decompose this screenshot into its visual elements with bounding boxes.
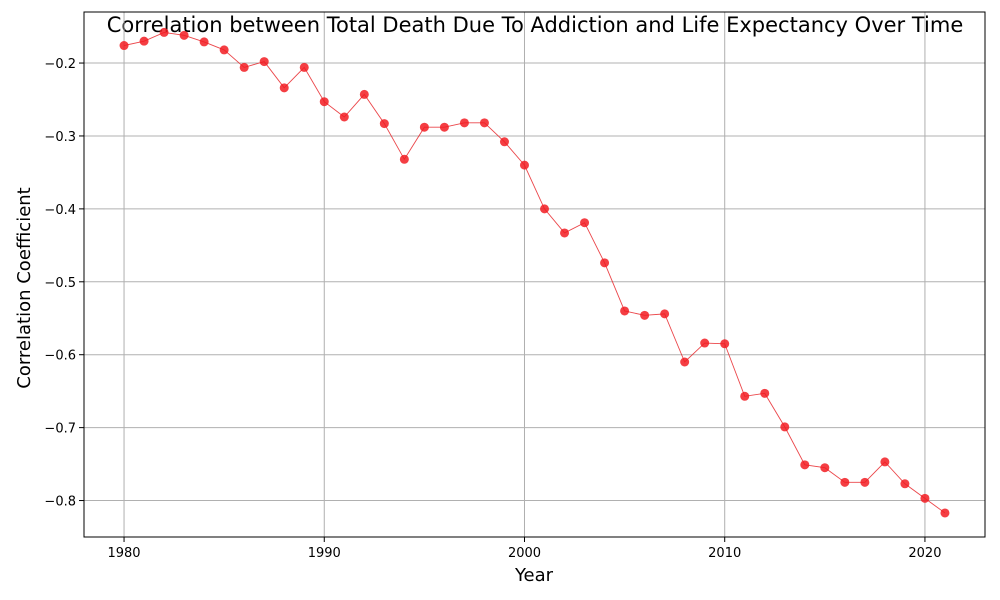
x-tick-label: 2000: [508, 546, 541, 561]
data-point: [359, 89, 369, 99]
data-point: [580, 218, 590, 228]
data-point: [800, 460, 810, 470]
plot-frame: [83, 11, 986, 538]
x-axis-ticks: 1980 1990 2000 2010 2020: [107, 537, 941, 561]
data-point: [820, 463, 830, 473]
data-point: [680, 357, 690, 367]
y-tick-label: −0.4: [44, 203, 76, 218]
data-point: [419, 122, 429, 132]
y-tick-label: −0.8: [44, 495, 76, 510]
data-point: [279, 83, 289, 93]
data-point: [179, 30, 189, 40]
x-tick-label: 2020: [908, 546, 941, 561]
data-point: [720, 339, 730, 349]
data-point: [139, 36, 149, 46]
y-tick-label: −0.2: [44, 57, 76, 72]
data-point: [940, 508, 950, 518]
y-axis-ticks: −0.8 −0.7 −0.6 −0.5 −0.4 −0.3 −0.2: [44, 57, 84, 510]
data-point: [780, 422, 790, 432]
data-point: [259, 57, 269, 67]
data-point: [499, 137, 509, 147]
data-point: [560, 228, 570, 238]
y-tick-label: −0.7: [44, 422, 76, 437]
x-tick-label: 1990: [308, 546, 341, 561]
data-point: [860, 477, 870, 487]
x-tick-label: 1980: [107, 546, 140, 561]
data-point: [920, 493, 930, 503]
data-point: [880, 457, 890, 467]
y-tick-label: −0.5: [44, 276, 76, 291]
data-point: [439, 122, 449, 132]
data-point: [660, 309, 670, 319]
data-point: [299, 62, 309, 72]
data-point: [399, 154, 409, 164]
y-tick-label: −0.3: [44, 130, 76, 145]
data-point: [339, 112, 349, 122]
data-point: [219, 45, 229, 55]
chart-title: Correlation between Total Death Due To A…: [107, 13, 964, 37]
grid: [84, 12, 985, 537]
data-point: [740, 391, 750, 401]
data-point: [700, 338, 710, 348]
x-axis-label: Year: [514, 565, 554, 586]
data-point: [379, 119, 389, 129]
data-point: [159, 27, 169, 37]
data-point: [600, 258, 610, 268]
x-tick-label: 2010: [708, 546, 741, 561]
data-point: [199, 37, 209, 47]
data-point: [479, 118, 489, 128]
data-point: [640, 310, 650, 320]
data-point: [519, 160, 529, 170]
y-axis-label: Correlation Coefficient: [14, 187, 35, 388]
data-point: [900, 479, 910, 489]
data-point: [459, 118, 469, 128]
data-point: [239, 62, 249, 72]
data-point: [540, 204, 550, 214]
data-point: [840, 477, 850, 487]
series-points: [119, 27, 950, 518]
data-point: [760, 388, 770, 398]
y-tick-label: −0.6: [44, 349, 76, 364]
data-point: [319, 97, 329, 107]
data-point: [119, 41, 129, 51]
data-point: [620, 306, 630, 316]
